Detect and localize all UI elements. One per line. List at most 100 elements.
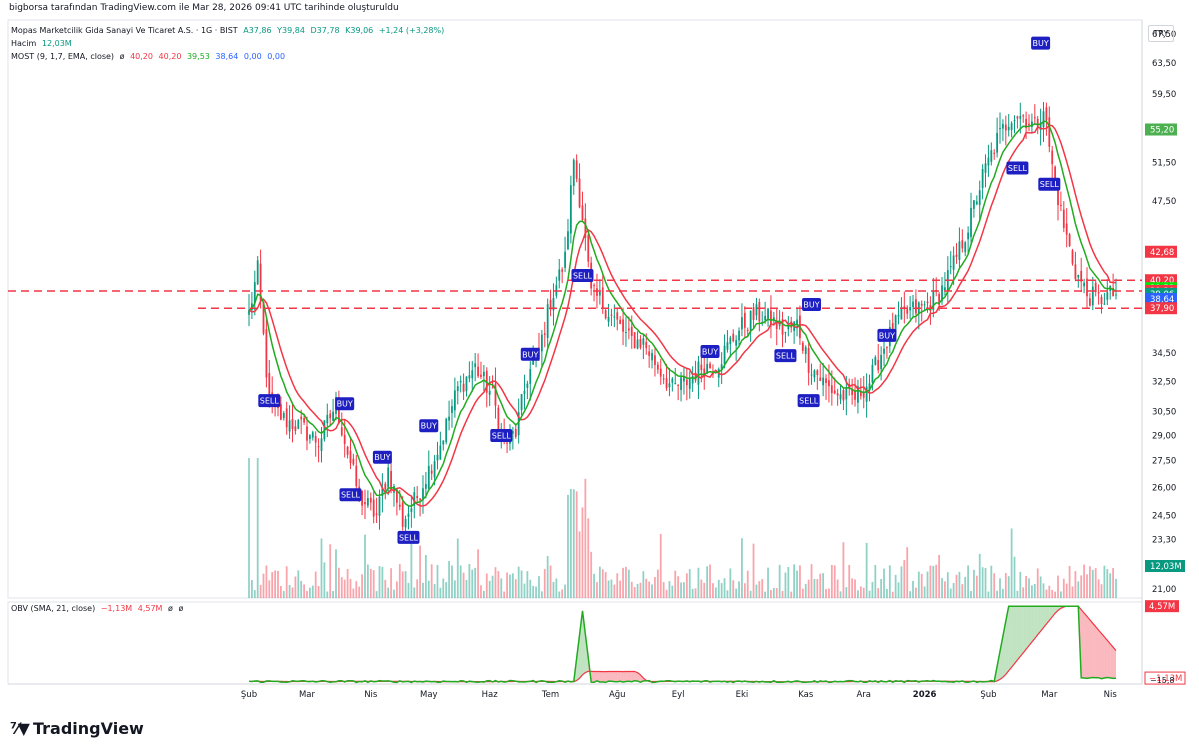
- volume-bar: [839, 591, 842, 598]
- currency-label[interactable]: TRY: [1148, 25, 1174, 42]
- sell-signal-label: [1038, 177, 1061, 191]
- candle-body: [520, 394, 523, 411]
- volume-bar: [1109, 573, 1112, 598]
- obv-tick-label: −15,8: [1150, 676, 1175, 685]
- volume-bar: [836, 579, 839, 598]
- candle-body: [610, 314, 613, 316]
- volume-bar: [538, 576, 540, 598]
- candle-body: [720, 364, 723, 370]
- candle-body: [999, 127, 1001, 129]
- volume-bar: [897, 582, 900, 598]
- candle-body: [523, 390, 526, 395]
- candle-body: [651, 352, 653, 361]
- volume-bar: [688, 569, 691, 598]
- volume-bar: [668, 581, 671, 598]
- volume-bar: [671, 585, 674, 598]
- signal-text: SELL: [492, 431, 512, 440]
- volume-bar: [886, 588, 888, 598]
- ohlc-change: +1,24 (+3,28%): [378, 26, 445, 35]
- symbol-title: Mopas Marketcilik Gida Sanayi Ve Ticaret…: [11, 26, 238, 35]
- price-badge-label: 40,20: [1150, 276, 1174, 286]
- candle-body: [1051, 150, 1054, 165]
- price-badge-label: 55,20: [1150, 125, 1174, 135]
- candle-body: [746, 329, 749, 331]
- volume-bar: [619, 580, 622, 598]
- x-tick-label: 2026: [913, 690, 937, 700]
- candle-body: [955, 254, 958, 257]
- candle-body: [1042, 111, 1045, 127]
- candle-body: [1086, 278, 1088, 297]
- obv-fill: [1101, 633, 1105, 679]
- price-badge-label: 42,68: [1150, 248, 1174, 258]
- volume-bar: [775, 588, 778, 598]
- candle-body: [378, 496, 381, 516]
- x-tick-label: Tem: [541, 690, 559, 700]
- eye-icon[interactable]: ø: [178, 604, 184, 613]
- candle-body: [941, 285, 943, 302]
- x-tick-label: Nis: [1104, 690, 1118, 700]
- volume-bar: [1019, 571, 1022, 598]
- volume-bar: [999, 578, 1001, 598]
- volume-bar: [616, 573, 619, 598]
- volume-bar: [627, 569, 630, 598]
- candle-body: [352, 458, 355, 465]
- candle-body: [668, 383, 671, 388]
- candle-body: [366, 498, 369, 506]
- candle-body: [413, 492, 416, 506]
- candle-body: [642, 338, 645, 345]
- obv-fill: [623, 671, 626, 683]
- candle-body: [616, 312, 619, 320]
- candle-body: [604, 310, 607, 319]
- most-value-6: 0,00: [267, 52, 286, 61]
- volume-bar: [1086, 574, 1088, 598]
- candle-body: [854, 390, 856, 400]
- candle-body: [384, 483, 387, 490]
- volume-bar: [337, 567, 340, 598]
- eye-icon[interactable]: ø: [168, 604, 173, 613]
- x-tick-label: May: [420, 690, 438, 700]
- obv-fill: [1026, 606, 1030, 650]
- volume-bar: [677, 576, 680, 598]
- volume-group: [248, 458, 1117, 598]
- ohlc-low: D37,78: [310, 26, 340, 35]
- volume-bar: [1004, 573, 1007, 598]
- candle-body: [880, 354, 883, 370]
- volume-bar: [268, 580, 271, 598]
- volume-bar: [1054, 591, 1057, 598]
- candle-body: [1039, 122, 1042, 130]
- candle-body: [532, 360, 535, 365]
- volume-bar: [741, 538, 743, 598]
- candle-body: [491, 387, 494, 389]
- candle-body: [262, 301, 265, 334]
- candle-body: [645, 341, 648, 349]
- volume-bar: [1007, 576, 1010, 598]
- volume-bar: [1091, 569, 1094, 598]
- candle-body: [311, 432, 314, 438]
- volume-bar: [1077, 581, 1080, 598]
- y-tick-label: 23,30: [1152, 535, 1176, 545]
- obv-fill: [582, 610, 586, 675]
- volume-bar: [770, 589, 772, 598]
- candle-body: [285, 408, 288, 428]
- candle-body: [381, 488, 384, 497]
- eye-icon[interactable]: ø: [119, 52, 125, 61]
- candle-body: [674, 382, 677, 384]
- ohlc-open: A37,86: [243, 26, 272, 35]
- candle-body: [395, 489, 398, 503]
- candle-body: [1068, 234, 1071, 247]
- candle-body: [306, 426, 308, 441]
- candle-body: [975, 201, 978, 205]
- candle-body: [665, 378, 668, 389]
- sell-signal-label: [797, 394, 820, 408]
- volume-bar: [854, 579, 856, 598]
- volume-bar: [497, 571, 500, 598]
- candle-body: [453, 390, 456, 411]
- volume-bar: [729, 568, 732, 598]
- volume-bar: [633, 587, 636, 598]
- candle-body: [436, 454, 439, 461]
- candle-body: [506, 442, 508, 444]
- candle-body: [804, 347, 807, 354]
- volume-bar: [665, 589, 668, 598]
- volume-bar: [877, 588, 880, 598]
